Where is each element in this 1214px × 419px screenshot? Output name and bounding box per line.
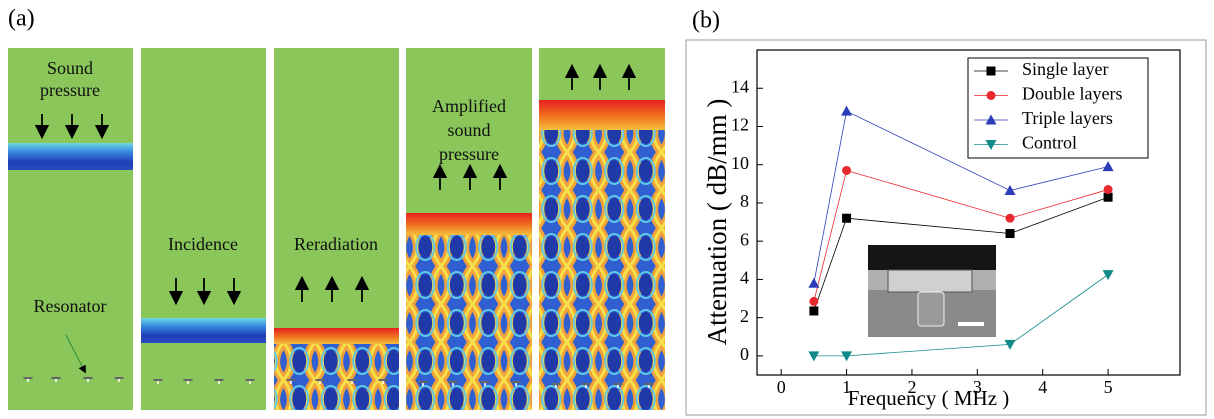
panel-label: (b): [692, 8, 720, 34]
data-point: [1104, 185, 1113, 194]
wave-front: [274, 328, 399, 344]
panel-text: pressure: [40, 80, 100, 100]
panel-text: Reradiation: [294, 234, 378, 254]
panel-a: [8, 48, 665, 410]
data-point: [809, 306, 818, 315]
y-tick-label: 8: [740, 191, 749, 211]
x-tick-label: 0: [777, 377, 786, 397]
data-point: [841, 351, 852, 361]
panel-text: pressure: [439, 144, 499, 164]
sem-inset: [868, 245, 996, 337]
data-point: [1103, 270, 1114, 280]
legend-label: Single layer: [1022, 59, 1108, 79]
legend-label: Triple layers: [1022, 108, 1113, 128]
panel-text: Sound: [47, 58, 93, 78]
panel-text: Amplified: [432, 96, 506, 116]
y-tick-label: 0: [740, 344, 749, 364]
wave-field: [406, 213, 532, 410]
y-tick-label: 10: [731, 153, 749, 173]
wave-front: [406, 213, 532, 235]
legend-marker: [987, 91, 996, 100]
data-point: [842, 214, 851, 223]
y-tick-label: 6: [740, 229, 749, 249]
data-point: [841, 106, 852, 116]
wave-field: [539, 100, 665, 410]
legend-marker: [987, 67, 996, 76]
y-tick-label: 12: [731, 115, 749, 135]
data-point: [808, 278, 819, 288]
figure: (a)SoundpressureResonatorIncidenceReradi…: [0, 0, 1214, 419]
legend-label: Double layers: [1022, 84, 1122, 104]
wave-band: [8, 143, 133, 170]
y-tick-label: 2: [740, 306, 749, 326]
x-tick-label: 5: [1104, 377, 1113, 397]
panel-text: Incidence: [168, 234, 238, 254]
x-tick-label: 4: [1038, 377, 1047, 397]
panel-text: Resonator: [34, 296, 107, 316]
wave-band: [141, 318, 266, 343]
y-tick-label: 14: [731, 76, 749, 96]
y-tick-label: 4: [740, 268, 749, 288]
wave-front: [539, 100, 665, 130]
x-axis-label: Frequency ( MHz ): [848, 386, 1010, 410]
data-point: [808, 351, 819, 361]
panel-label: (a): [8, 6, 35, 32]
data-point: [1103, 161, 1114, 171]
data-point: [1006, 229, 1015, 238]
sim-panel: [8, 48, 133, 410]
data-point: [809, 297, 818, 306]
data-point: [1006, 214, 1015, 223]
data-point: [842, 166, 851, 175]
data-point: [1005, 185, 1016, 195]
panel-text: sound: [447, 120, 490, 140]
legend-label: Control: [1022, 133, 1077, 153]
sim-panel: [141, 48, 266, 410]
y-axis-label: Attenuation ( dB/mm ): [702, 99, 732, 346]
